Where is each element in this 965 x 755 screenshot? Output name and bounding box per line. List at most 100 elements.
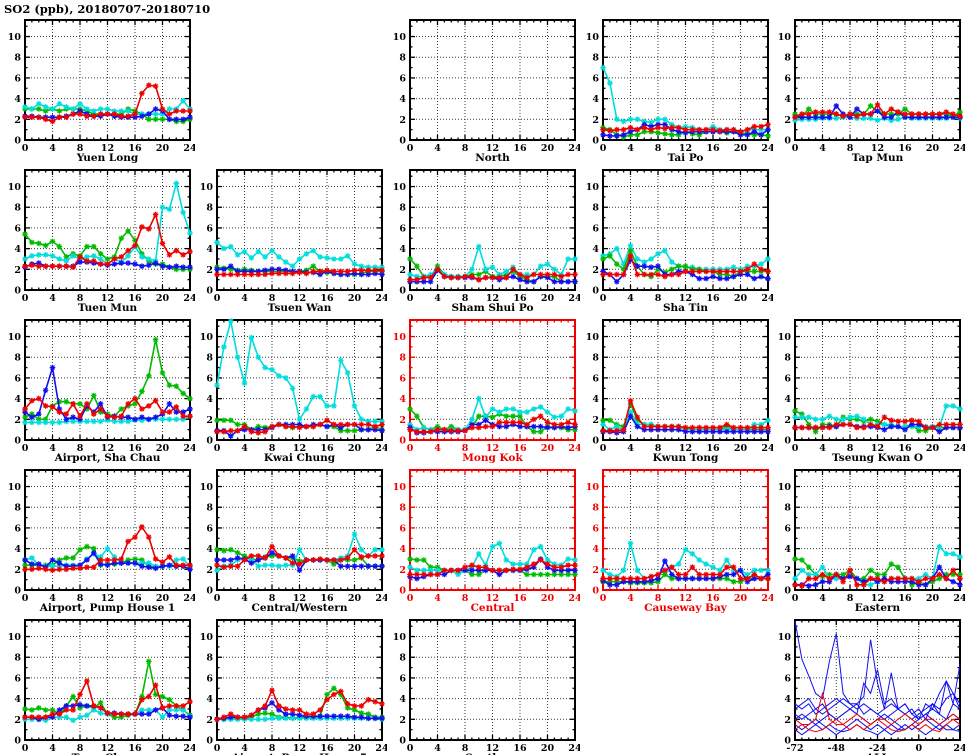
svg-text:4: 4 <box>784 694 791 705</box>
svg-text:20: 20 <box>734 593 748 604</box>
svg-text:24: 24 <box>568 143 580 154</box>
svg-text:0: 0 <box>14 286 21 297</box>
svg-text:24: 24 <box>761 443 773 454</box>
svg-text:16: 16 <box>706 593 720 604</box>
panel-kwai-chung: 0 4 8 12 16 20 24 0 2 4 6 8 10 Kwai Chung <box>194 314 389 464</box>
svg-text:12: 12 <box>679 443 692 454</box>
svg-text:6: 6 <box>784 673 791 684</box>
svg-text:24: 24 <box>183 143 195 154</box>
svg-text:0: 0 <box>206 586 213 597</box>
svg-text:16: 16 <box>320 443 334 454</box>
svg-text:8: 8 <box>14 203 21 214</box>
svg-text:8: 8 <box>784 353 791 364</box>
svg-text:0: 0 <box>592 436 599 447</box>
svg-text:16: 16 <box>128 743 142 754</box>
chart-title: Central <box>471 602 515 614</box>
chart-title: Kwai Chung <box>264 452 336 464</box>
svg-text:8: 8 <box>399 653 406 664</box>
svg-text:0: 0 <box>214 443 221 454</box>
svg-text:0: 0 <box>407 443 414 454</box>
svg-text:4: 4 <box>399 694 406 705</box>
svg-text:8: 8 <box>206 353 213 364</box>
svg-text:16: 16 <box>320 593 334 604</box>
panel-airport-pump-house-1: 0 4 8 12 16 20 24 0 2 4 6 8 10 Airport, Pump House 1 <box>2 464 197 614</box>
svg-text:2: 2 <box>784 715 791 726</box>
svg-text:0: 0 <box>14 136 21 147</box>
svg-text:0: 0 <box>14 586 21 597</box>
svg-text:4: 4 <box>784 394 791 405</box>
svg-text:10: 10 <box>778 32 792 43</box>
svg-text:0: 0 <box>14 436 21 447</box>
svg-text:2: 2 <box>206 265 213 276</box>
svg-text:0: 0 <box>915 743 922 754</box>
svg-text:24: 24 <box>183 293 195 304</box>
svg-text:6: 6 <box>784 73 791 84</box>
svg-text:2: 2 <box>784 115 791 126</box>
svg-text:10: 10 <box>8 632 22 643</box>
svg-text:4: 4 <box>14 244 21 255</box>
svg-text:10: 10 <box>200 182 214 193</box>
svg-text:2: 2 <box>399 565 406 576</box>
chart-title: North <box>475 152 510 164</box>
svg-text:10: 10 <box>200 632 214 643</box>
svg-text:12: 12 <box>679 293 692 304</box>
svg-text:8: 8 <box>655 593 662 604</box>
svg-text:16: 16 <box>706 143 720 154</box>
svg-text:4: 4 <box>49 293 56 304</box>
svg-text:20: 20 <box>541 293 555 304</box>
svg-text:8: 8 <box>592 203 599 214</box>
svg-text:16: 16 <box>513 143 527 154</box>
chart-title: Airport, Pump House 5 <box>231 752 367 755</box>
svg-text:24: 24 <box>953 593 965 604</box>
svg-text:16: 16 <box>128 593 142 604</box>
svg-text:8: 8 <box>269 443 276 454</box>
svg-text:8: 8 <box>847 443 854 454</box>
svg-text:2: 2 <box>399 265 406 276</box>
svg-text:6: 6 <box>14 523 21 534</box>
svg-text:0: 0 <box>399 136 406 147</box>
svg-text:10: 10 <box>586 182 600 193</box>
panel-north: 0 4 8 12 16 20 24 0 2 4 6 8 10 North <box>387 14 582 164</box>
svg-text:8: 8 <box>269 293 276 304</box>
panel-kwun-tong: 0 4 8 12 16 20 24 0 2 4 6 8 10 Kwun Tong <box>580 314 775 464</box>
svg-text:6: 6 <box>14 373 21 384</box>
svg-text:4: 4 <box>49 143 56 154</box>
panel-mong-kok: 0 4 8 12 16 20 24 0 2 4 6 8 10 Mong Kok <box>387 314 582 464</box>
panel-sham-shui-po: 0 4 8 12 16 20 24 0 2 4 6 8 10 Sham Shui Po <box>387 164 582 314</box>
svg-text:10: 10 <box>200 482 214 493</box>
svg-text:4: 4 <box>434 443 441 454</box>
svg-text:0: 0 <box>792 593 799 604</box>
svg-text:10: 10 <box>8 482 22 493</box>
svg-text:24: 24 <box>953 143 965 154</box>
svg-text:6: 6 <box>592 373 599 384</box>
chart-title: ALL <box>865 752 890 755</box>
svg-text:12: 12 <box>679 593 692 604</box>
svg-text:20: 20 <box>541 743 555 754</box>
svg-text:24: 24 <box>375 443 387 454</box>
svg-text:4: 4 <box>399 544 406 555</box>
panel-causeway-bay: 0 4 8 12 16 20 24 0 2 4 6 8 10 Causeway Bay <box>580 464 775 614</box>
svg-text:12: 12 <box>486 143 499 154</box>
svg-text:12: 12 <box>679 143 692 154</box>
svg-text:4: 4 <box>627 143 634 154</box>
svg-text:2: 2 <box>206 565 213 576</box>
svg-text:6: 6 <box>399 673 406 684</box>
svg-text:8: 8 <box>784 653 791 664</box>
svg-text:8: 8 <box>77 143 84 154</box>
svg-text:12: 12 <box>293 593 306 604</box>
svg-text:12: 12 <box>101 593 114 604</box>
svg-text:12: 12 <box>486 593 499 604</box>
chart-title: Yuen Long <box>76 152 139 164</box>
panel-yuen-long: 0 4 8 12 16 20 24 0 2 4 6 8 10 Yuen Long <box>2 14 197 164</box>
svg-text:2: 2 <box>14 265 21 276</box>
svg-text:12: 12 <box>101 743 114 754</box>
svg-text:-24: -24 <box>869 743 887 754</box>
